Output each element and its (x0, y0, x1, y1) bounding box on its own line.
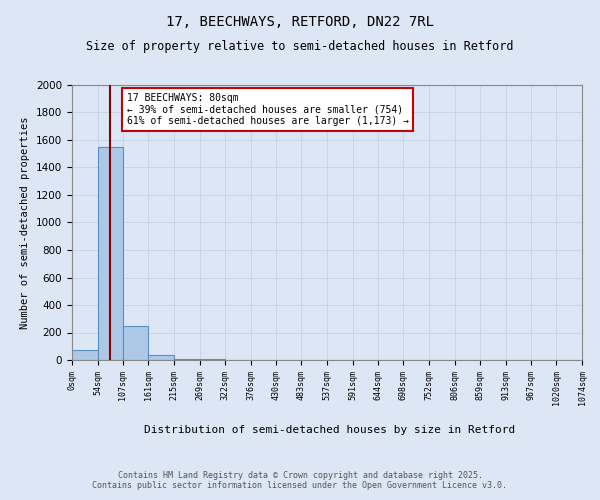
Text: Size of property relative to semi-detached houses in Retford: Size of property relative to semi-detach… (86, 40, 514, 53)
Bar (148, 355, 174, 360)
Text: Contains HM Land Registry data © Crown copyright and database right 2025.
Contai: Contains HM Land Registry data © Crown c… (92, 470, 508, 490)
Bar (123, 326, 148, 360)
Text: Distribution of semi-detached houses by size in Retford: Distribution of semi-detached houses by … (145, 425, 515, 435)
Bar (174, 358, 200, 360)
Y-axis label: Number of semi-detached properties: Number of semi-detached properties (20, 116, 31, 329)
Bar (72, 350, 98, 360)
Bar (98, 147, 123, 360)
Text: 17 BEECHWAYS: 80sqm
← 39% of semi-detached houses are smaller (754)
61% of semi-: 17 BEECHWAYS: 80sqm ← 39% of semi-detach… (127, 93, 409, 126)
Text: 17, BEECHWAYS, RETFORD, DN22 7RL: 17, BEECHWAYS, RETFORD, DN22 7RL (166, 15, 434, 29)
